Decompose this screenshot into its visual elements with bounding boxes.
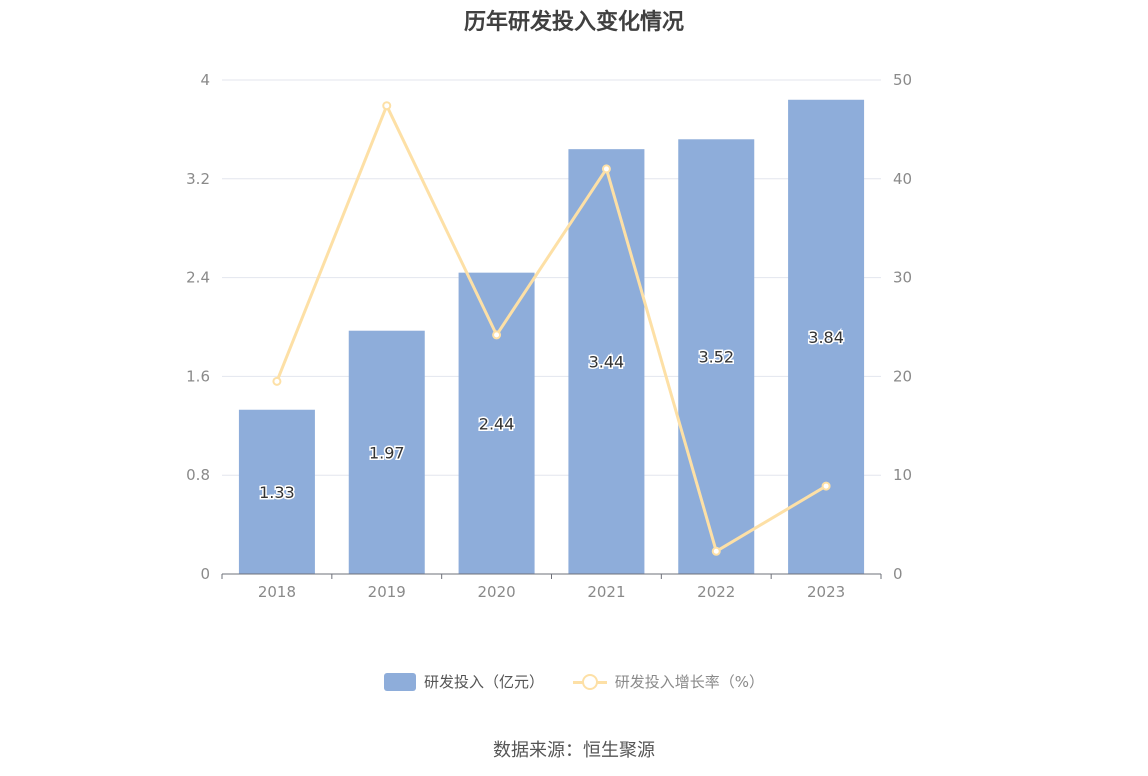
chart-title: 历年研发投入变化情况 (463, 10, 684, 35)
y-right-tick-label: 50 (893, 71, 912, 89)
growth-rate-point (821, 481, 831, 491)
grid-lines (222, 79, 881, 476)
legend-bar-swatch (383, 672, 416, 691)
legend-item-growth-rate[interactable]: 研发投入增长率（%） (572, 671, 765, 692)
y-left-tick-label: 3.2 (186, 170, 210, 188)
bar (348, 330, 425, 574)
bar (788, 99, 865, 574)
growth-rate-point (711, 546, 721, 556)
x-tick-label: 2019 (368, 583, 406, 601)
bar-series (238, 99, 865, 574)
bar-data-label: 2.44 (479, 414, 515, 433)
y-right-tick-label: 10 (893, 466, 912, 484)
y-left-tick-label: 0.8 (186, 466, 210, 484)
x-tick-label: 2018 (258, 583, 296, 601)
bar-data-label: 3.52 (698, 348, 734, 367)
bar (678, 139, 755, 574)
bar-labels: 1.33 1.97 2.44 3.44 3.52 3.84 (258, 326, 846, 503)
legend-line-swatch (572, 673, 607, 691)
x-tick-label: 2023 (807, 583, 845, 601)
y-left-tick-label: 0 (200, 565, 210, 583)
y-right-tick-label: 20 (893, 367, 912, 385)
line-series (272, 101, 831, 556)
growth-rate-point (601, 164, 611, 174)
source-note: 数据来源：恒生聚源 (493, 740, 655, 761)
growth-rate-line (275, 104, 827, 553)
legend-item-rd-investment[interactable]: 研发投入（亿元） (383, 671, 544, 692)
bar (238, 409, 315, 574)
growth-rate-point (492, 330, 502, 340)
bar (458, 272, 535, 574)
x-tick-label: 2022 (697, 583, 735, 601)
bar (568, 149, 645, 574)
y-left-tick-label: 4 (200, 71, 210, 89)
y-left-tick-label: 2.4 (186, 269, 210, 287)
y-right-tick-label: 0 (893, 565, 903, 583)
x-tick-label: 2020 (477, 583, 515, 601)
y-right-tick-label: 30 (893, 269, 912, 287)
legend-label-growth-rate: 研发投入增长率（%） (614, 673, 765, 691)
bar-data-label: 3.84 (808, 328, 844, 347)
legend-label-rd-investment: 研发投入（亿元） (423, 673, 544, 691)
growth-rate-point (272, 376, 282, 386)
bar-data-label: 3.44 (589, 353, 625, 372)
legend: 研发投入（亿元） 研发投入增长率（%） (0, 671, 1148, 695)
y-right-tick-label: 40 (893, 170, 912, 188)
bar-data-label: 1.97 (369, 443, 405, 462)
x-tick-label: 2021 (587, 583, 625, 601)
growth-rate-point (382, 101, 392, 111)
bar-data-label: 1.33 (259, 483, 295, 502)
y-left-tick-label: 1.6 (186, 367, 210, 385)
